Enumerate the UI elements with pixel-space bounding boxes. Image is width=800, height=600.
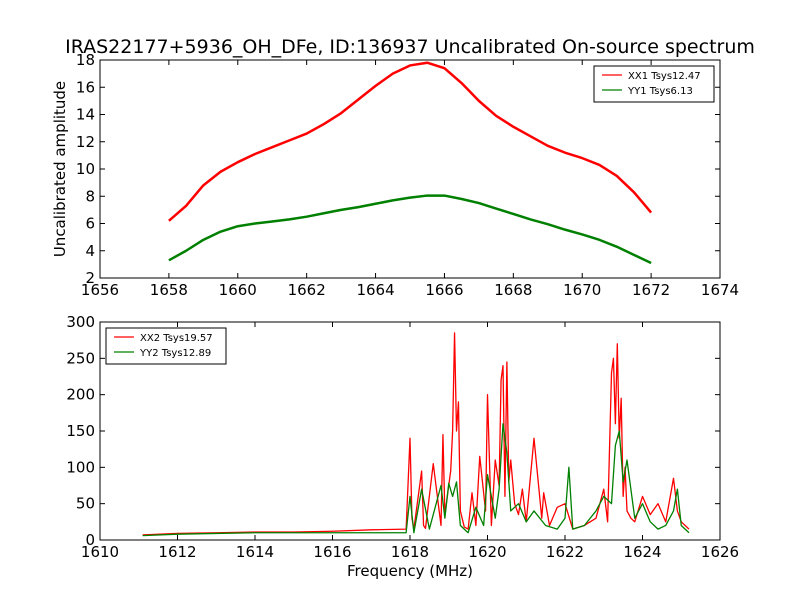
legend-label-0-1: YY1 Tsys6.13 [627, 86, 693, 97]
x-tick-label-0-6: 1668 [494, 281, 532, 299]
x-tick-label-1-5: 1620 [468, 543, 506, 561]
x-tick-label-0-7: 1670 [563, 281, 601, 299]
x-tick-label-1-1: 1612 [158, 543, 196, 561]
y-tick-label-1-1: 50 [76, 495, 95, 513]
y-tick-label-1-0: 0 [85, 531, 95, 549]
x-tick-label-1-0: 1610 [81, 543, 119, 561]
x-tick-label-0-5: 1666 [425, 281, 463, 299]
legend-label-1-0: XX2 Tsys19.57 [140, 333, 213, 344]
series-group-1 [142, 332, 690, 537]
x-tick-label-0-0: 1656 [81, 281, 119, 299]
y-tick-label-0-3: 8 [85, 187, 95, 205]
y-tick-label-1-3: 150 [66, 422, 95, 440]
legend-0: XX1 Tsys12.47 YY1 Tsys6.13 [593, 65, 715, 103]
legend-box-0 [593, 65, 715, 103]
y-tick-label-0-7: 16 [76, 78, 95, 96]
legend-1: XX2 Tsys19.57 YY2 Tsys12.89 [105, 327, 227, 365]
x-tick-label-0-1: 1658 [150, 281, 188, 299]
y-tick-label-1-5: 250 [66, 349, 95, 367]
x-tick-label-0-4: 1664 [356, 281, 394, 299]
series-line-1-1 [142, 423, 690, 537]
x-tick-label-0-8: 1672 [632, 281, 670, 299]
top-spectrum-plot: 1656 1658 1660 1662 1664 1666 1668 1670 1672 1674… [51, 51, 739, 299]
bottom-spectrum-plot: 1610 1612 1614 1616 1618 1620 1622 1624 1626 0 50 1… [66, 313, 739, 580]
series-group-0 [168, 61, 653, 265]
y-tick-label-1-6: 300 [66, 313, 95, 331]
legend-box-1 [105, 327, 227, 365]
y-tick-label-1-2: 100 [66, 458, 95, 476]
y-tick-label-0-6: 14 [76, 106, 95, 124]
figure-title: IRAS22177+5936_OH_DFe, ID:136937 Uncalib… [65, 36, 755, 58]
x-tick-label-1-6: 1622 [546, 543, 584, 561]
y-tick-label-1-4: 200 [66, 386, 95, 404]
series-line-0-1 [168, 194, 652, 265]
series-line-0-0 [168, 61, 653, 222]
x-axis-label-1: Frequency (MHz) [347, 562, 473, 580]
y-axis-label-0: Uncalibrated amplitude [51, 81, 69, 257]
y-tick-label-0-4: 10 [76, 160, 95, 178]
legend-label-1-1: YY2 Tsys12.89 [139, 348, 211, 359]
y-tick-label-0-2: 6 [85, 215, 95, 233]
x-tick-label-1-7: 1624 [623, 543, 661, 561]
legend-label-0-0: XX1 Tsys12.47 [628, 71, 701, 82]
x-tick-label-1-2: 1614 [236, 543, 274, 561]
x-tick-label-0-9: 1674 [701, 281, 739, 299]
x-tick-label-0-2: 1660 [219, 281, 257, 299]
y-tick-label-0-5: 12 [76, 133, 95, 151]
x-tick-label-1-3: 1616 [313, 543, 351, 561]
y-tick-label-0-8: 18 [76, 51, 95, 69]
x-tick-label-1-4: 1618 [391, 543, 429, 561]
y-tick-label-0-1: 4 [85, 242, 95, 260]
y-tick-label-0-0: 2 [85, 269, 95, 287]
x-tick-label-0-3: 1662 [288, 281, 326, 299]
x-tick-label-1-8: 1626 [701, 543, 739, 561]
